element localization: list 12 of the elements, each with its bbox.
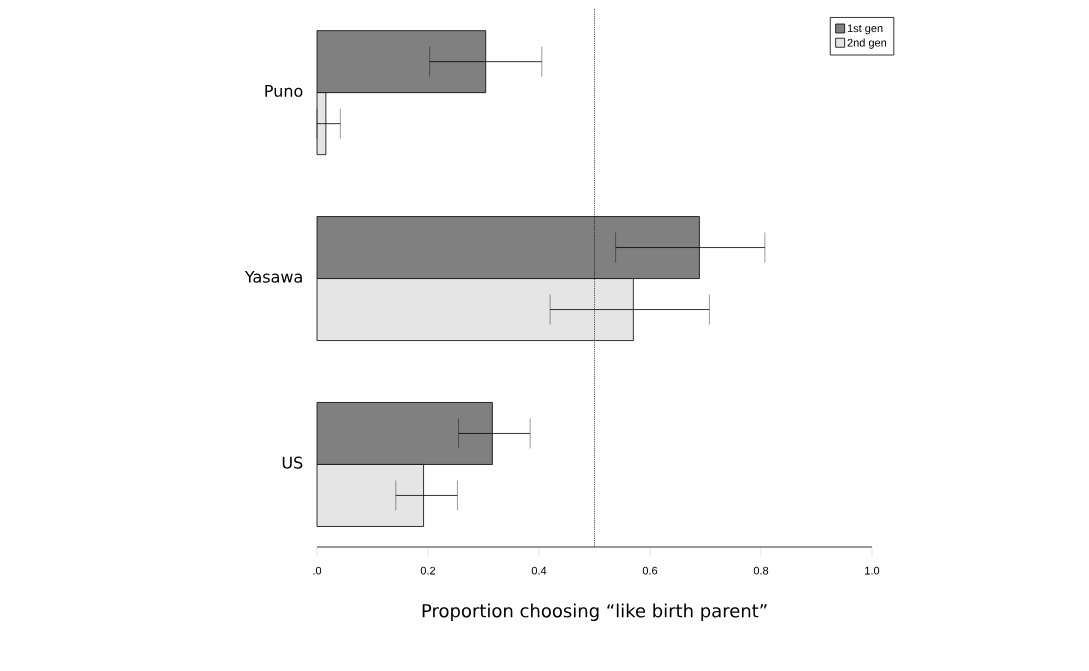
x-axis-title: Proportion choosing “like birth parent” [422, 603, 767, 621]
x-tick-label: 0.4 [531, 566, 547, 575]
legend-label: 1st gen [847, 24, 883, 35]
x-tick-label: 1.0 [865, 566, 880, 575]
legend-label: 2nd gen [847, 38, 887, 49]
x-tick-label: 0.2 [420, 566, 436, 575]
x-tick-label: .0 [313, 566, 322, 575]
x-tick-label: 0.8 [753, 566, 769, 575]
y-tick-label: Yasawa [244, 270, 302, 283]
y-tick-label: Puno [265, 84, 303, 97]
x-tick-label: 0.6 [642, 566, 658, 575]
y-tick-label: US [282, 456, 303, 469]
